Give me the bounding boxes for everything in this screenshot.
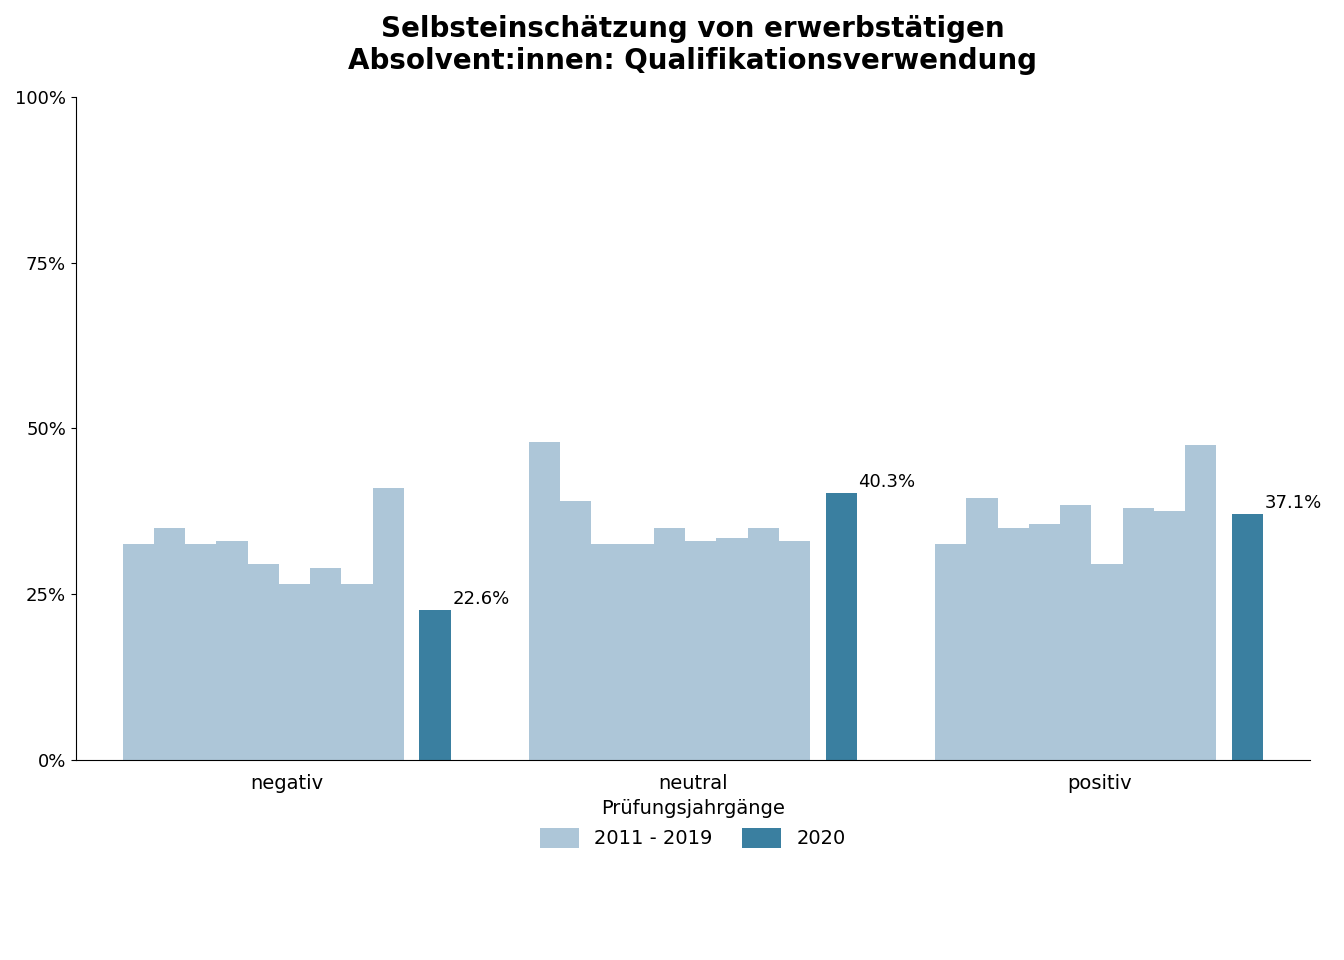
Bar (528, 442, 560, 759)
Bar (1122, 508, 1153, 759)
Bar (997, 528, 1028, 759)
Bar (216, 541, 247, 759)
Bar (153, 528, 185, 759)
Bar (278, 584, 310, 759)
Bar (560, 501, 591, 759)
Bar (966, 498, 997, 759)
Bar (778, 541, 810, 759)
Title: Selbsteinschätzung von erwerbstätigen
Absolvent:innen: Qualifikationsverwendung: Selbsteinschätzung von erwerbstätigen Ab… (348, 15, 1038, 76)
Bar (653, 528, 685, 759)
Text: 22.6%: 22.6% (452, 590, 509, 608)
Bar (935, 544, 966, 759)
Bar (372, 488, 403, 759)
Bar (591, 544, 622, 759)
Bar (1185, 445, 1216, 759)
Bar (1232, 514, 1263, 759)
Text: 40.3%: 40.3% (859, 472, 915, 491)
Text: 37.1%: 37.1% (1265, 493, 1322, 512)
Bar (122, 544, 153, 759)
Bar (1091, 564, 1122, 759)
Bar (747, 528, 778, 759)
Bar (341, 584, 372, 759)
Bar (310, 567, 341, 759)
Legend: 2011 - 2019, 2020: 2011 - 2019, 2020 (532, 791, 853, 856)
Bar (716, 538, 747, 759)
Bar (419, 610, 450, 759)
Bar (185, 544, 216, 759)
Bar (247, 564, 278, 759)
Bar (825, 492, 857, 759)
Bar (685, 541, 716, 759)
Bar (1028, 524, 1060, 759)
Bar (1060, 505, 1091, 759)
Bar (622, 544, 653, 759)
Bar (1153, 512, 1185, 759)
